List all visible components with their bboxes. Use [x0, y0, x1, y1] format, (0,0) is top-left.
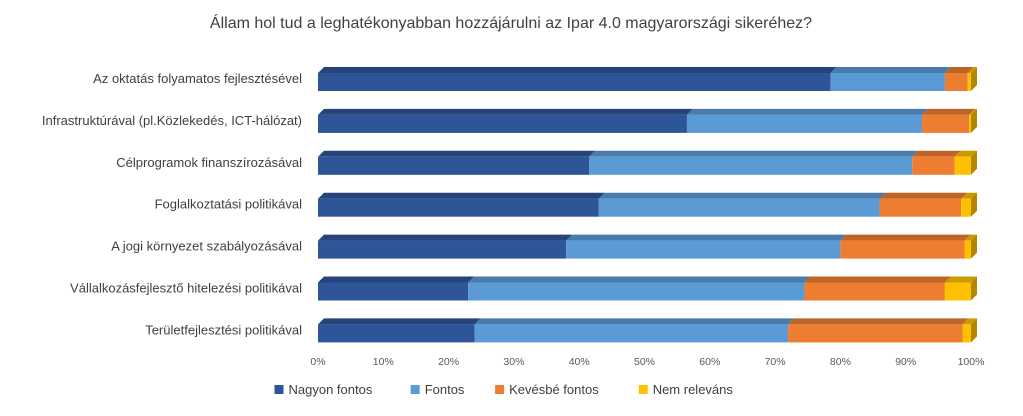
category-label: Vállalkozásfejlesztő hitelezési politiká…: [70, 281, 302, 296]
category-label: Foglalkoztatási politikával: [155, 197, 303, 212]
bar-segment-nem-releváns: [962, 318, 977, 343]
bar-segment-nagyon-fontos: [318, 108, 693, 133]
category-labels: Az oktatás folyamatos fejlesztésével Infr…: [42, 71, 302, 337]
bar-segment-nem-releváns: [944, 276, 977, 301]
bar-segment-nagyon-fontos: [318, 192, 605, 217]
bar-segment-kevésbé-fontos: [840, 234, 971, 259]
bar-segment-nagyon-fontos: [318, 318, 481, 343]
x-tick-label: 10%: [373, 356, 394, 368]
bar-segment-fontos: [598, 192, 886, 217]
legend-label: Kevésbé fontos: [509, 382, 599, 397]
bar-segment-fontos: [588, 150, 919, 175]
chart-title: Állam hol tud a leghatékonyabban hozzájá…: [210, 13, 812, 32]
bar-segment-kevésbé-fontos: [879, 192, 968, 217]
bar-segment-kevésbé-fontos: [912, 150, 961, 175]
x-tick-label: 40%: [569, 356, 590, 368]
category-label: Célprogramok finanszírozásával: [116, 155, 302, 170]
bar-segment-nem-releváns: [967, 67, 977, 91]
x-tick-label: 90%: [895, 356, 916, 368]
legend-item: Fontos: [410, 382, 465, 397]
legend: Nagyon fontos Fontos Kevésbé fontos Nem rel…: [274, 382, 734, 397]
legend-swatch: [638, 385, 648, 394]
bar-segment-nagyon-fontos: [318, 276, 475, 301]
x-tick-label: 30%: [503, 356, 524, 368]
legend-item: Nem releváns: [638, 382, 734, 397]
x-tick-label: 100%: [958, 356, 985, 368]
category-label: Infrastruktúrával (pl.Közlekedés, ICT-há…: [42, 113, 302, 128]
bar-segment-nagyon-fontos: [318, 234, 573, 259]
x-tick-label: 20%: [438, 356, 459, 368]
legend-swatch: [410, 385, 420, 394]
bar-segment-fontos: [566, 234, 847, 259]
legend-swatch: [495, 385, 505, 394]
bar-segment-kevésbé-fontos: [944, 67, 974, 91]
legend-item: Nagyon fontos: [274, 382, 373, 397]
legend-label: Nagyon fontos: [289, 382, 373, 397]
bar-segment-kevésbé-fontos: [804, 276, 951, 301]
legend-swatch: [274, 385, 284, 394]
category-label: Az oktatás folyamatos fejlesztésével: [93, 71, 302, 86]
x-axis-ticks: 0% 10% 20% 30% 40% 50% 60% 70% 80% 90% 100%: [310, 356, 984, 368]
x-tick-label: 70%: [765, 356, 786, 368]
bar-segment-nagyon-fontos: [318, 150, 595, 175]
legend-item: Kevésbé fontos: [495, 382, 599, 397]
x-tick-label: 0%: [310, 356, 325, 368]
bar-segment-kevésbé-fontos: [788, 318, 969, 343]
bar-segment-fontos: [830, 67, 951, 91]
bar-segment-fontos: [474, 318, 795, 343]
legend-label: Fontos: [425, 382, 465, 397]
bar-segment-fontos: [468, 276, 811, 301]
category-label: Területfejlesztési politikával: [145, 322, 302, 337]
bar-segment-nem-releváns: [954, 150, 977, 175]
category-label: A jogi környezet szabályozásával: [111, 239, 302, 254]
x-tick-label: 60%: [699, 356, 720, 368]
bar-segment-nem-releváns: [961, 192, 977, 217]
x-tick-label: 50%: [634, 356, 655, 368]
bar-segment-nem-releváns: [964, 234, 977, 259]
bars-layer: [318, 67, 977, 343]
x-tick-label: 80%: [830, 356, 851, 368]
bar-segment-kevésbé-fontos: [922, 108, 976, 133]
bar-segment-nagyon-fontos: [318, 67, 837, 91]
legend-label: Nem releváns: [653, 382, 734, 397]
bar-segment-nem-releváns: [969, 108, 977, 133]
bar-segment-fontos: [686, 108, 929, 133]
